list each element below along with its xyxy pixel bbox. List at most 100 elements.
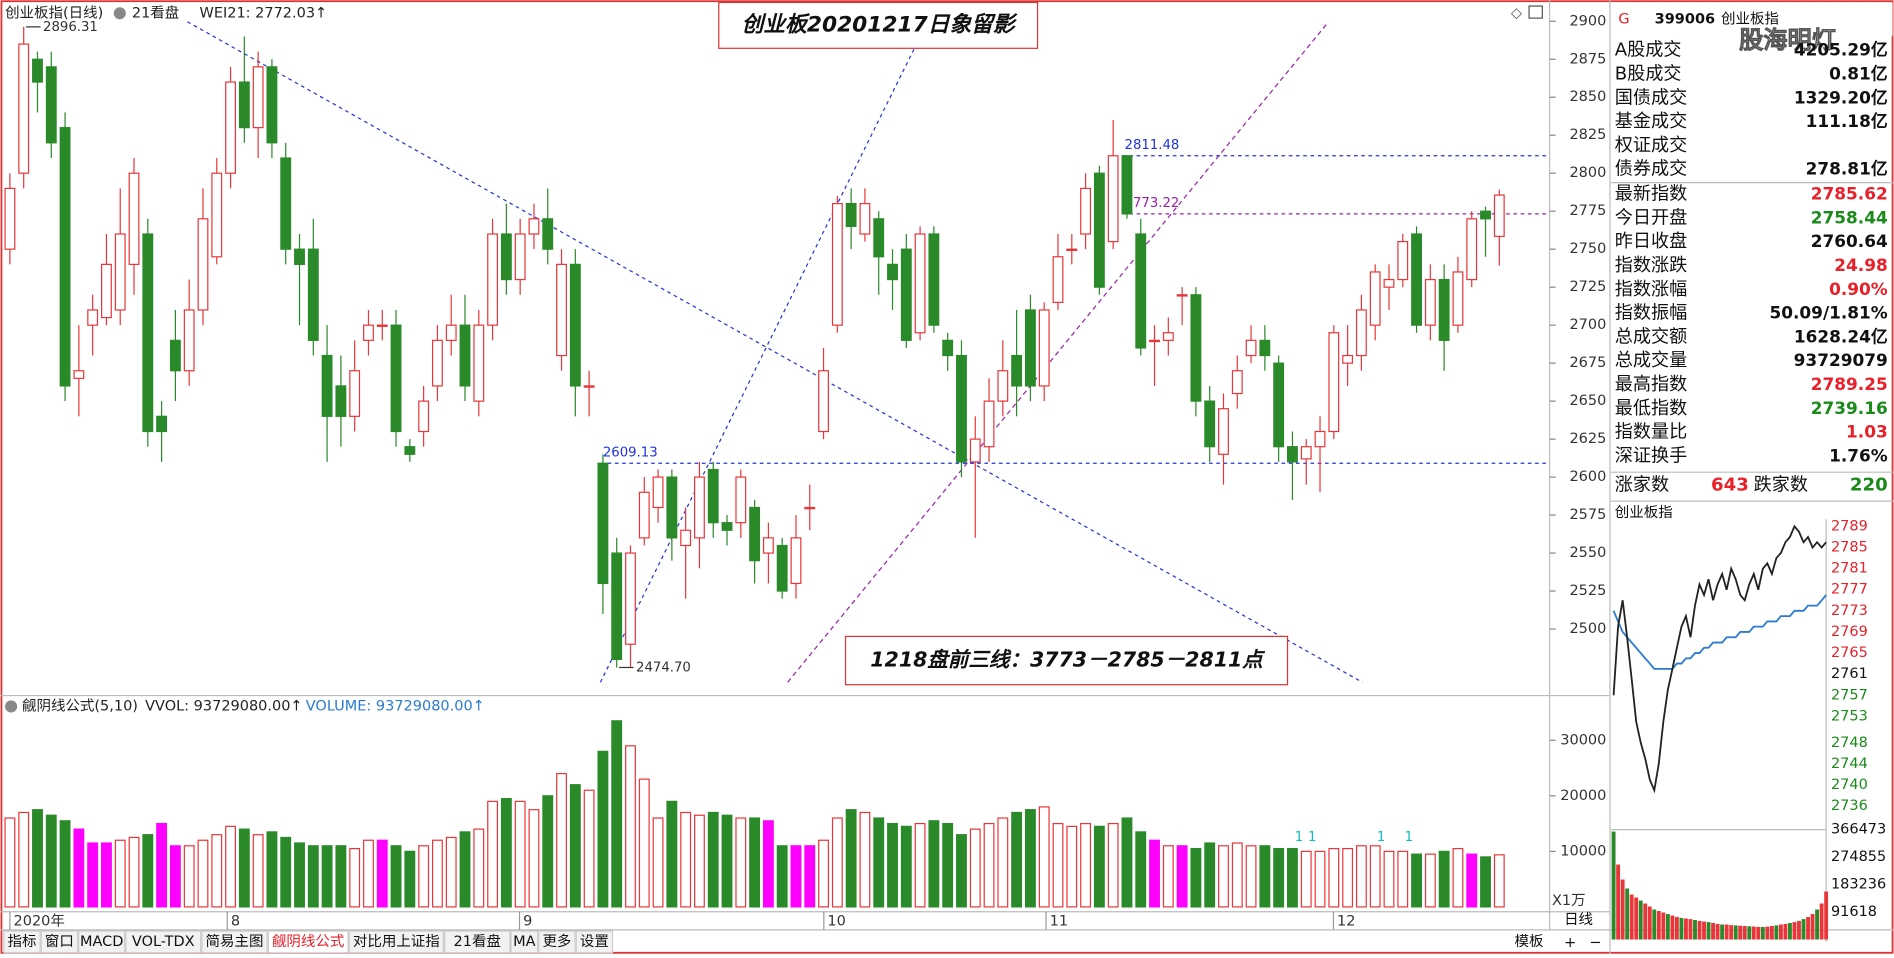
candle-body (73, 370, 85, 379)
minute-volume (1815, 909, 1820, 940)
y-tick-label: 2625 (1569, 431, 1606, 447)
candle-body (762, 537, 774, 554)
avg-line (1612, 594, 1827, 670)
tab-label[interactable]: MA (513, 934, 535, 950)
candle-body (873, 218, 885, 258)
tab[interactable] (444, 930, 511, 954)
volume-bar (569, 784, 581, 908)
tab[interactable] (575, 930, 614, 954)
tab-label[interactable]: 21看盘 (454, 932, 501, 950)
candle-body (418, 400, 430, 433)
candle-body (156, 415, 168, 433)
volume-unit: X1万 (1552, 893, 1586, 909)
field-value: 2785.62 (1811, 184, 1888, 204)
candle-body (1231, 370, 1243, 395)
tab[interactable] (510, 930, 539, 954)
volume-bar (1135, 831, 1147, 908)
candle-body (694, 476, 705, 539)
candle-body (969, 438, 981, 463)
tab-label[interactable]: VOL-TDX (132, 934, 195, 950)
candle-body (818, 370, 829, 433)
volume-bar (225, 825, 236, 908)
tab-label[interactable]: 窗口 (45, 932, 74, 950)
field-value: 93729079 (1794, 350, 1888, 370)
volume-bar (45, 814, 57, 908)
candle-body (1397, 240, 1409, 281)
volume-bar (197, 839, 209, 908)
tab-label[interactable]: 简易主图 (206, 933, 264, 950)
field-value: 4205.29亿 (1794, 40, 1888, 60)
minute-volume (1684, 918, 1688, 940)
candle-body (528, 218, 540, 235)
tab[interactable] (40, 930, 79, 954)
volume-bar (1245, 845, 1257, 908)
tab[interactable] (78, 930, 126, 954)
volume-bar (1149, 839, 1160, 908)
candle-body (349, 370, 361, 417)
candle-body (1024, 309, 1036, 387)
tab[interactable] (125, 930, 202, 954)
minute-volume (1720, 924, 1725, 940)
volume-bar (211, 834, 223, 908)
minute-volume (1697, 920, 1702, 940)
field-label: 基金成交 (1615, 111, 1687, 132)
volume-bar (335, 845, 347, 908)
volume-bar (238, 828, 250, 908)
minus-button[interactable]: − (1589, 935, 1601, 951)
tab-label[interactable]: MACD (80, 934, 123, 950)
candle-body (1314, 430, 1326, 448)
volume-bar (694, 814, 705, 908)
tab[interactable] (348, 930, 445, 954)
y-tick-label: 274855 (1831, 849, 1886, 865)
tool-icon[interactable]: ◇ (1511, 5, 1523, 21)
tab-label[interactable]: 更多 (542, 933, 571, 950)
volume-bar (321, 845, 333, 908)
tool-icon[interactable] (1528, 5, 1543, 19)
field-label: 指数振幅 (1615, 303, 1687, 324)
candle-body (997, 370, 1009, 402)
candle-body (1369, 271, 1381, 326)
tab[interactable] (3, 930, 41, 954)
volume-bar (790, 845, 802, 908)
intraday-title: 创业板指 (1615, 503, 1673, 521)
y-tick-label: 2800 (1569, 165, 1606, 181)
y-tick-label: 2550 (1569, 545, 1606, 561)
side-tab[interactable]: 日线 (1564, 911, 1593, 928)
tab-label[interactable]: 指标 (7, 933, 36, 950)
minute-volume (1778, 924, 1783, 940)
volume-bar (169, 845, 181, 908)
candle-body (473, 324, 485, 402)
menu-icon[interactable] (113, 7, 126, 20)
volume-bar (666, 800, 678, 908)
tab[interactable] (267, 930, 349, 954)
y-tick-label: 2777 (1831, 582, 1868, 598)
legend-entry: VOLUME: 93729080.00↑ (306, 698, 485, 714)
tab[interactable] (201, 930, 268, 954)
minute-volume (1679, 917, 1684, 940)
volume-bar (114, 839, 126, 908)
volume-bar (1162, 845, 1174, 908)
volume-bar (597, 750, 609, 908)
menu-icon[interactable] (5, 700, 18, 713)
y-tick-label: 2600 (1569, 469, 1606, 485)
minute-volume (1625, 888, 1630, 940)
candle-body (514, 233, 526, 281)
volume-bar (514, 800, 526, 908)
volume-bar (831, 817, 843, 908)
candle-body (18, 43, 30, 174)
side-tab[interactable]: 模板 (1515, 932, 1544, 950)
plus-button[interactable]: + (1564, 935, 1576, 951)
volume-bar (1259, 845, 1271, 908)
volume-bar (1383, 850, 1395, 908)
tab-label[interactable]: 设置 (580, 933, 609, 950)
candle-body (1135, 233, 1147, 349)
y-tick-label: 2725 (1569, 279, 1606, 295)
volume-bar (528, 809, 540, 908)
candle-body (1107, 155, 1119, 243)
tab[interactable] (538, 930, 576, 954)
tab-label[interactable]: 对比用上证指 (353, 933, 440, 950)
field-label: 今日开盘 (1615, 207, 1687, 228)
candle-body (804, 506, 816, 510)
tab-label[interactable]: 觎阴线公式 (272, 933, 344, 950)
